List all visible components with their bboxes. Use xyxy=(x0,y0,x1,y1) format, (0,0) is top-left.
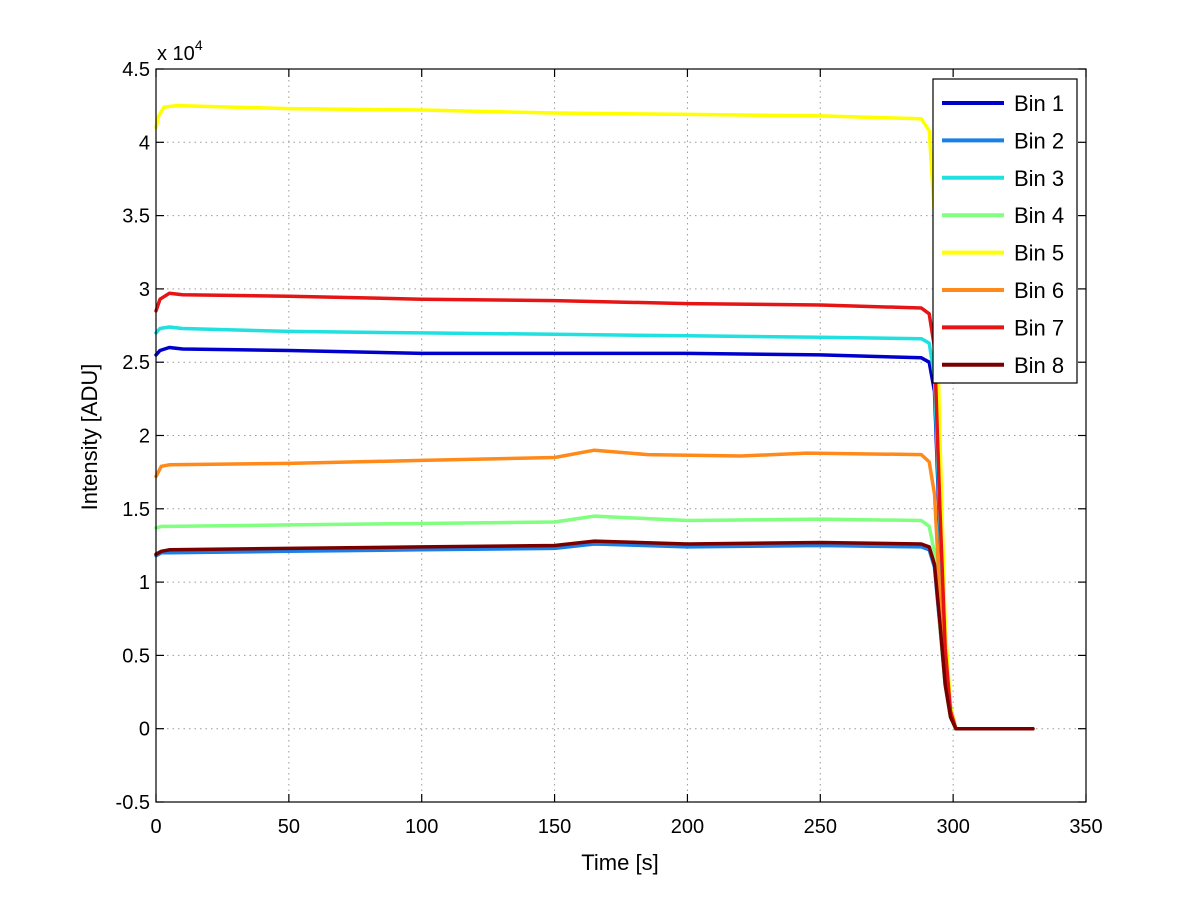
x-tick-label: 300 xyxy=(936,816,969,838)
y-tick-label: 1 xyxy=(139,572,150,594)
y-tick-label: 0.5 xyxy=(122,645,150,667)
x-tick-label: 250 xyxy=(804,816,837,838)
legend-label-bin-1: Bin 1 xyxy=(1014,91,1064,116)
legend-label-bin-4: Bin 4 xyxy=(1014,203,1064,228)
legend-label-bin-6: Bin 6 xyxy=(1014,278,1064,303)
x-tick-label: 200 xyxy=(671,816,704,838)
y-axis-title: Intensity [ADU] xyxy=(77,364,102,511)
series-lines xyxy=(154,103,1035,731)
y-tick-label: 3 xyxy=(139,279,150,301)
y-tick-label: 3.5 xyxy=(122,206,150,228)
x-axis-title: Time [s] xyxy=(581,850,658,875)
x-tick-label: 100 xyxy=(405,816,438,838)
series-line-bin-8 xyxy=(154,539,1035,731)
x-tick-label: 150 xyxy=(538,816,571,838)
legend-label-bin-3: Bin 3 xyxy=(1014,166,1064,191)
y-tick-label: -0.5 xyxy=(116,792,150,814)
x-axis-tick-labels: 0 50 100 150 200 250 300 350 xyxy=(150,816,1102,838)
series-line-bin-7 xyxy=(154,291,1035,731)
legend-box xyxy=(932,78,1078,384)
axis-ticks xyxy=(155,68,1087,803)
legend-label-bin-8: Bin 8 xyxy=(1014,353,1064,378)
y-tick-label: 4.5 xyxy=(122,59,150,81)
y-tick-label: 2.5 xyxy=(122,352,150,374)
y-tick-label: 0 xyxy=(139,719,150,741)
y-tick-label: 1.5 xyxy=(122,499,150,521)
legend-label-bin-7: Bin 7 xyxy=(1014,315,1064,340)
y-axis-exponent: x 104 xyxy=(157,37,203,65)
x-tick-label: 350 xyxy=(1069,816,1102,838)
y-tick-label: 4 xyxy=(139,132,150,154)
legend-label-bin-5: Bin 5 xyxy=(1014,241,1064,266)
y-tick-label: 2 xyxy=(139,426,150,448)
legend: Bin 1 Bin 2 Bin 3 Bin 4 Bin 5 Bin 6 Bin 7 Bin 8 xyxy=(932,78,1078,384)
y-axis-tick-labels: -0.5 0 0.5 1 1.5 2 2.5 3 3.5 4 4.5 xyxy=(116,59,150,814)
legend-label-bin-2: Bin 2 xyxy=(1014,128,1064,153)
x-tick-label: 0 xyxy=(150,816,161,838)
x-tick-label: 50 xyxy=(278,816,300,838)
